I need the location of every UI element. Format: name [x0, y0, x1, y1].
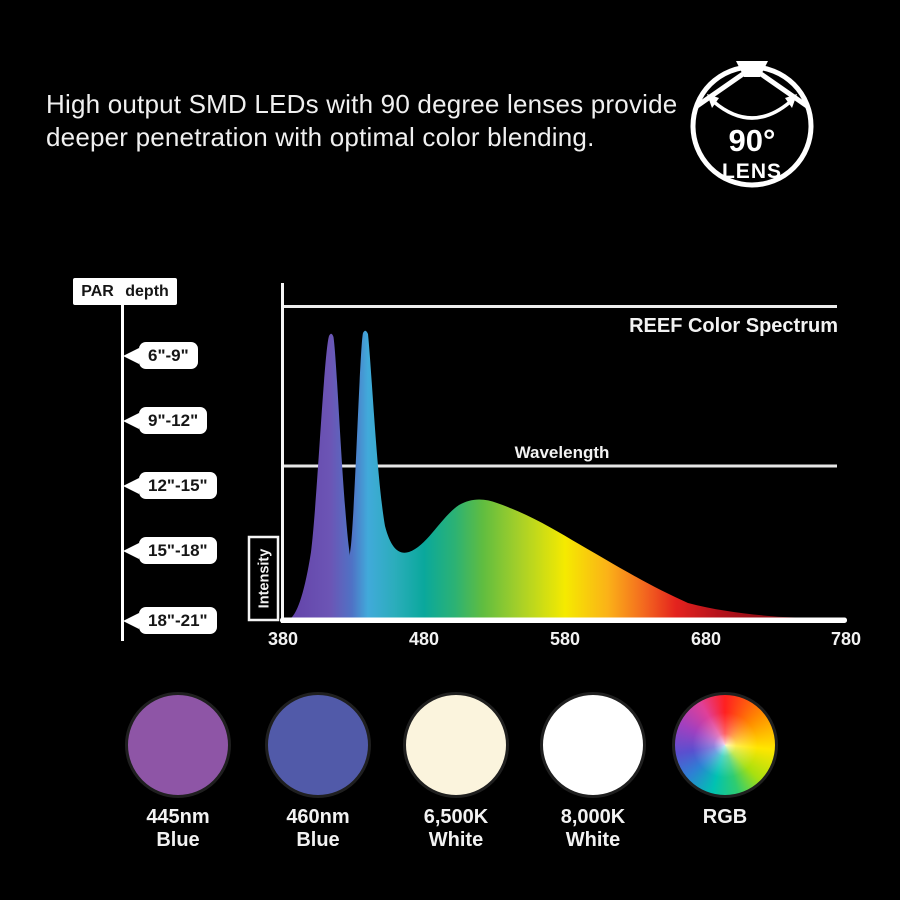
wavelength-label: Wavelength [515, 443, 610, 462]
swatch-label-line: Blue [296, 829, 340, 851]
beam-edge-right [759, 71, 809, 109]
swatch-label-460nm: 460nm Blue [248, 806, 388, 852]
headline-line-1: High output SMD LEDs with 90 degree lens… [46, 89, 678, 119]
par-row-1: 160-120 6"-9" [0, 342, 240, 369]
arrowhead-right [785, 94, 797, 108]
x-tick-680: 680 [691, 629, 721, 649]
swatch-label-line: White [565, 829, 621, 851]
par-row-3: 90-70 12"-15" [0, 472, 240, 499]
headline: High output SMD LEDs with 90 degree lens… [46, 88, 677, 154]
reef-spectrum-chart: REEF Color Spectrum Wavelength Intensity… [247, 283, 861, 649]
lens-degrees-label: 90° [729, 123, 776, 158]
swatch-label-line: Blue [156, 829, 200, 851]
x-tick-580: 580 [550, 629, 580, 649]
90-degree-lens-icon: 90° LENS [690, 61, 814, 188]
par-row-5: 5 0-35 18"-21" [0, 607, 240, 634]
par-depth-axis-line [121, 304, 124, 641]
x-tick-380: 380 [268, 629, 298, 649]
depth-value-box: 12"-15" [139, 472, 217, 499]
lens-name-label: LENS [722, 160, 782, 183]
depth-value-box: 6"-9" [139, 342, 198, 369]
par-row-2: 120-90 9"-12" [0, 407, 240, 434]
swatch-445nm-blue [125, 692, 231, 798]
depth-value-box: 18"-21" [139, 607, 217, 634]
swatch-label-line: White [428, 829, 484, 851]
swatch-label-line: 445nm [146, 806, 210, 828]
chart-top-line [283, 305, 837, 308]
swatch-label-445nm: 445nm Blue [108, 806, 248, 852]
intensity-axis-label: Intensity [257, 549, 273, 609]
par-row-4: 70-50 15"-18" [0, 537, 240, 564]
swatch-label-line: 460nm [286, 806, 350, 828]
led-chip-icon [736, 61, 768, 77]
x-axis-line [280, 617, 847, 623]
depth-value-box: 15"-18" [139, 537, 217, 564]
intensity-label-box [247, 535, 280, 622]
y-axis-line [281, 283, 284, 623]
arrowhead-left [707, 94, 719, 108]
swatch-label-6500k: 6,500K White [386, 806, 526, 852]
par-depth-title: PAR depth [73, 278, 177, 305]
x-tick-480: 480 [409, 629, 439, 649]
swatch-460nm-blue [265, 692, 371, 798]
angle-arc-arrow [712, 100, 792, 120]
swatch-rgb-wheel-icon [672, 692, 778, 798]
swatch-label-line: 6,500K [423, 806, 489, 828]
depth-value-box: 9"-12" [139, 407, 208, 434]
swatch-6500k-white [403, 692, 509, 798]
violet-peak-area [291, 333, 372, 618]
swatch-label-line: RGB [702, 806, 748, 828]
x-tick-780: 780 [831, 629, 861, 649]
swatch-8000k-white [540, 692, 646, 798]
spectrum-curve-area [335, 330, 808, 618]
headline-line-2: deeper penetration with optimal color bl… [46, 122, 595, 152]
chart-title: REEF Color Spectrum [629, 315, 838, 337]
swatch-label-rgb: RGB [655, 806, 795, 829]
swatch-label-8000k: 8,000K White [523, 806, 663, 852]
wavelength-axis-line [283, 464, 837, 468]
beam-edge-left [695, 71, 745, 109]
swatch-label-line: 8,000K [560, 806, 626, 828]
